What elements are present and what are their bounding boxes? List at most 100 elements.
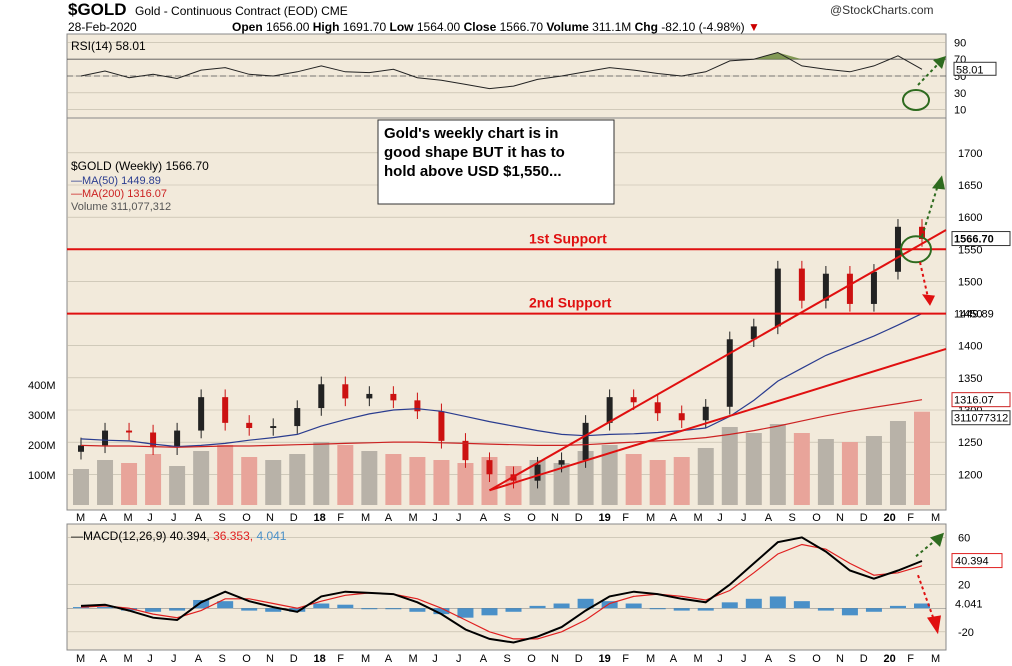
price-tick-label: 1450 <box>958 309 982 321</box>
candle-body <box>222 397 229 423</box>
macd-x-tick-label: N <box>266 653 274 665</box>
rsi-overbought-fill <box>705 52 802 60</box>
volume-bar <box>289 454 306 505</box>
price-x-tick-label: M <box>409 512 418 524</box>
macd-histogram-bar <box>553 603 570 609</box>
price-x-tick-label: 19 <box>599 512 611 524</box>
rsi-tick-label: 70 <box>954 54 966 66</box>
note-line: hold above USD $1,550... <box>384 163 562 180</box>
candle-body <box>558 460 565 465</box>
macd-x-tick-label: D <box>860 653 868 665</box>
candle-body <box>750 326 757 340</box>
macd-x-tick-label: A <box>100 653 108 665</box>
price-up-arrow-line <box>921 184 939 237</box>
macd-value-label: 40.394 <box>955 556 989 568</box>
price-x-tick-label: 20 <box>884 512 896 524</box>
volume-bar <box>409 457 426 505</box>
macd-x-tick-label: M <box>409 653 418 665</box>
candle-body <box>726 339 733 407</box>
macd-histogram-bar <box>193 599 210 609</box>
price-x-tick-label: O <box>527 512 536 524</box>
macd-value-box <box>951 553 1003 569</box>
macd-histogram-bar <box>505 608 522 612</box>
candle-body <box>294 408 301 427</box>
macd-x-tick-label: A <box>765 653 773 665</box>
price-x-tick-label: M <box>694 512 703 524</box>
low-label: Low <box>389 20 414 34</box>
macd-x-tick-label: F <box>337 653 344 665</box>
macd-down-arrow-line <box>917 574 935 621</box>
volume-bar <box>385 454 402 505</box>
volume-bar <box>914 411 930 505</box>
volume-bar <box>337 445 354 505</box>
ma200-line <box>80 399 923 448</box>
macd-x-tick-label: S <box>789 653 796 665</box>
volume-bar <box>817 439 834 505</box>
volume-bar <box>841 442 858 505</box>
macd-histogram-bar <box>121 608 138 611</box>
price-x-tick-label: M <box>76 512 85 524</box>
note-box <box>377 119 615 205</box>
macd-x-tick-label: J <box>171 653 177 665</box>
macd-histogram-bar <box>289 608 306 612</box>
price-x-tick-label: D <box>860 512 868 524</box>
volume-bar <box>169 466 186 505</box>
macd-histogram-bar <box>601 601 618 609</box>
macd-histogram-bar <box>865 608 882 612</box>
last-price-box <box>951 231 1011 247</box>
macd-line <box>80 536 923 644</box>
macd-x-tick-label: N <box>836 653 844 665</box>
price-tick-label: 1400 <box>958 341 982 353</box>
candle-body <box>774 268 781 327</box>
macd-x-tick-label: O <box>242 653 251 665</box>
macd-signal-line <box>80 543 923 640</box>
candle-body <box>822 273 829 301</box>
close-value: 1566.70 <box>499 20 543 34</box>
price-tick-label: 1700 <box>958 148 982 160</box>
macd-legend-value: 40.394, <box>170 529 213 543</box>
price-tick-label: 1200 <box>958 469 982 481</box>
volume-bar <box>697 448 714 505</box>
macd-x-tick-label: M <box>361 653 370 665</box>
macd-x-tick-label: F <box>622 653 629 665</box>
second-support-label: 2nd Support <box>529 295 612 311</box>
volume-value: 311.1M <box>592 20 632 34</box>
volume-bar <box>889 421 906 505</box>
candle-body <box>438 411 445 441</box>
price-up-arrow-head <box>932 175 945 190</box>
volume-bar <box>601 445 618 505</box>
candle-body <box>342 384 349 399</box>
price-x-tick-label: S <box>504 512 511 524</box>
macd-up-arrow-line <box>915 539 937 558</box>
close-label: Close <box>463 20 497 34</box>
macd-histogram-bar <box>529 605 546 609</box>
volume-bar <box>721 427 738 505</box>
macd-x-tick-label: J <box>147 653 153 665</box>
macd-histogram-bar <box>361 608 378 610</box>
price-down-arrow-line <box>919 261 929 298</box>
macd-histogram-bar <box>625 603 642 609</box>
volume-bar <box>313 442 330 505</box>
macd-legend-name: —MACD(12,26,9) <box>71 529 170 543</box>
volume-bar <box>769 424 786 505</box>
macd-x-tick-label: A <box>195 653 203 665</box>
price-x-tick-label: M <box>361 512 370 524</box>
price-x-tick-label: D <box>575 512 583 524</box>
price-x-tick-label: A <box>765 512 773 524</box>
macd-x-tick-label: J <box>456 653 462 665</box>
macd-x-tick-label: S <box>504 653 511 665</box>
macd-tick-label: 20 <box>958 580 970 592</box>
macd-histogram-bar <box>385 608 402 610</box>
candle-body <box>486 460 493 475</box>
macd-x-tick-label: N <box>551 653 559 665</box>
price-x-tick-label: J <box>741 512 747 524</box>
candle-body <box>126 430 133 433</box>
stockcharts-logo: @StockCharts.com <box>830 3 934 17</box>
macd-x-tick-label: 20 <box>884 653 896 665</box>
ma50-value-label: 1449.89 <box>954 309 994 321</box>
note-line: good shape BUT it has to <box>384 144 565 161</box>
price-tick-label: 1600 <box>958 212 982 224</box>
macd-histogram-bar <box>433 608 450 615</box>
ma50-line <box>80 313 923 448</box>
candle-body <box>390 393 397 401</box>
